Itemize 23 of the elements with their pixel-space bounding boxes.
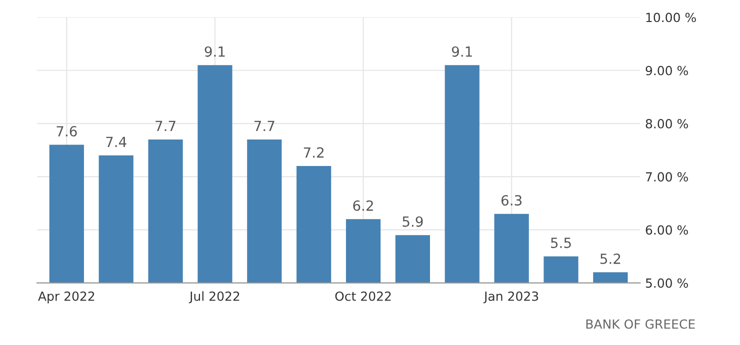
- y-tick-label: 10.00 %: [646, 12, 696, 22]
- y-tick-label: 6.00 %: [646, 225, 688, 235]
- data-label: 7.7: [254, 120, 274, 132]
- x-tick-label: Jul 2022: [188, 291, 240, 304]
- data-label: 6.2: [353, 200, 373, 211]
- text: BANK OF GREECE: [586, 319, 695, 329]
- data-label: 6.3: [501, 195, 522, 206]
- data-label: 5.5: [551, 238, 571, 248]
- data-label: 9.1: [204, 46, 225, 57]
- data-label: 7.7: [156, 120, 176, 132]
- x-tick-label: Apr 2022: [38, 291, 94, 304]
- data-label: 7.6: [56, 126, 77, 137]
- data-label: 5.2: [600, 254, 620, 264]
- data-label: 7.4: [106, 136, 126, 147]
- data-label: 7.2: [304, 147, 324, 158]
- y-tick-label: 9.00 %: [646, 66, 688, 76]
- y-tick-label: 7.00 %: [646, 172, 688, 182]
- y-tick-label: 5.00 %: [646, 278, 688, 288]
- x-tick-label: Oct 2022: [335, 291, 391, 301]
- y-tick-label: 8.00 %: [646, 118, 688, 128]
- x-tick-label: Jan 2023: [483, 291, 538, 304]
- data-label: 9.1: [452, 46, 472, 57]
- data-label: 5.9: [402, 216, 423, 227]
